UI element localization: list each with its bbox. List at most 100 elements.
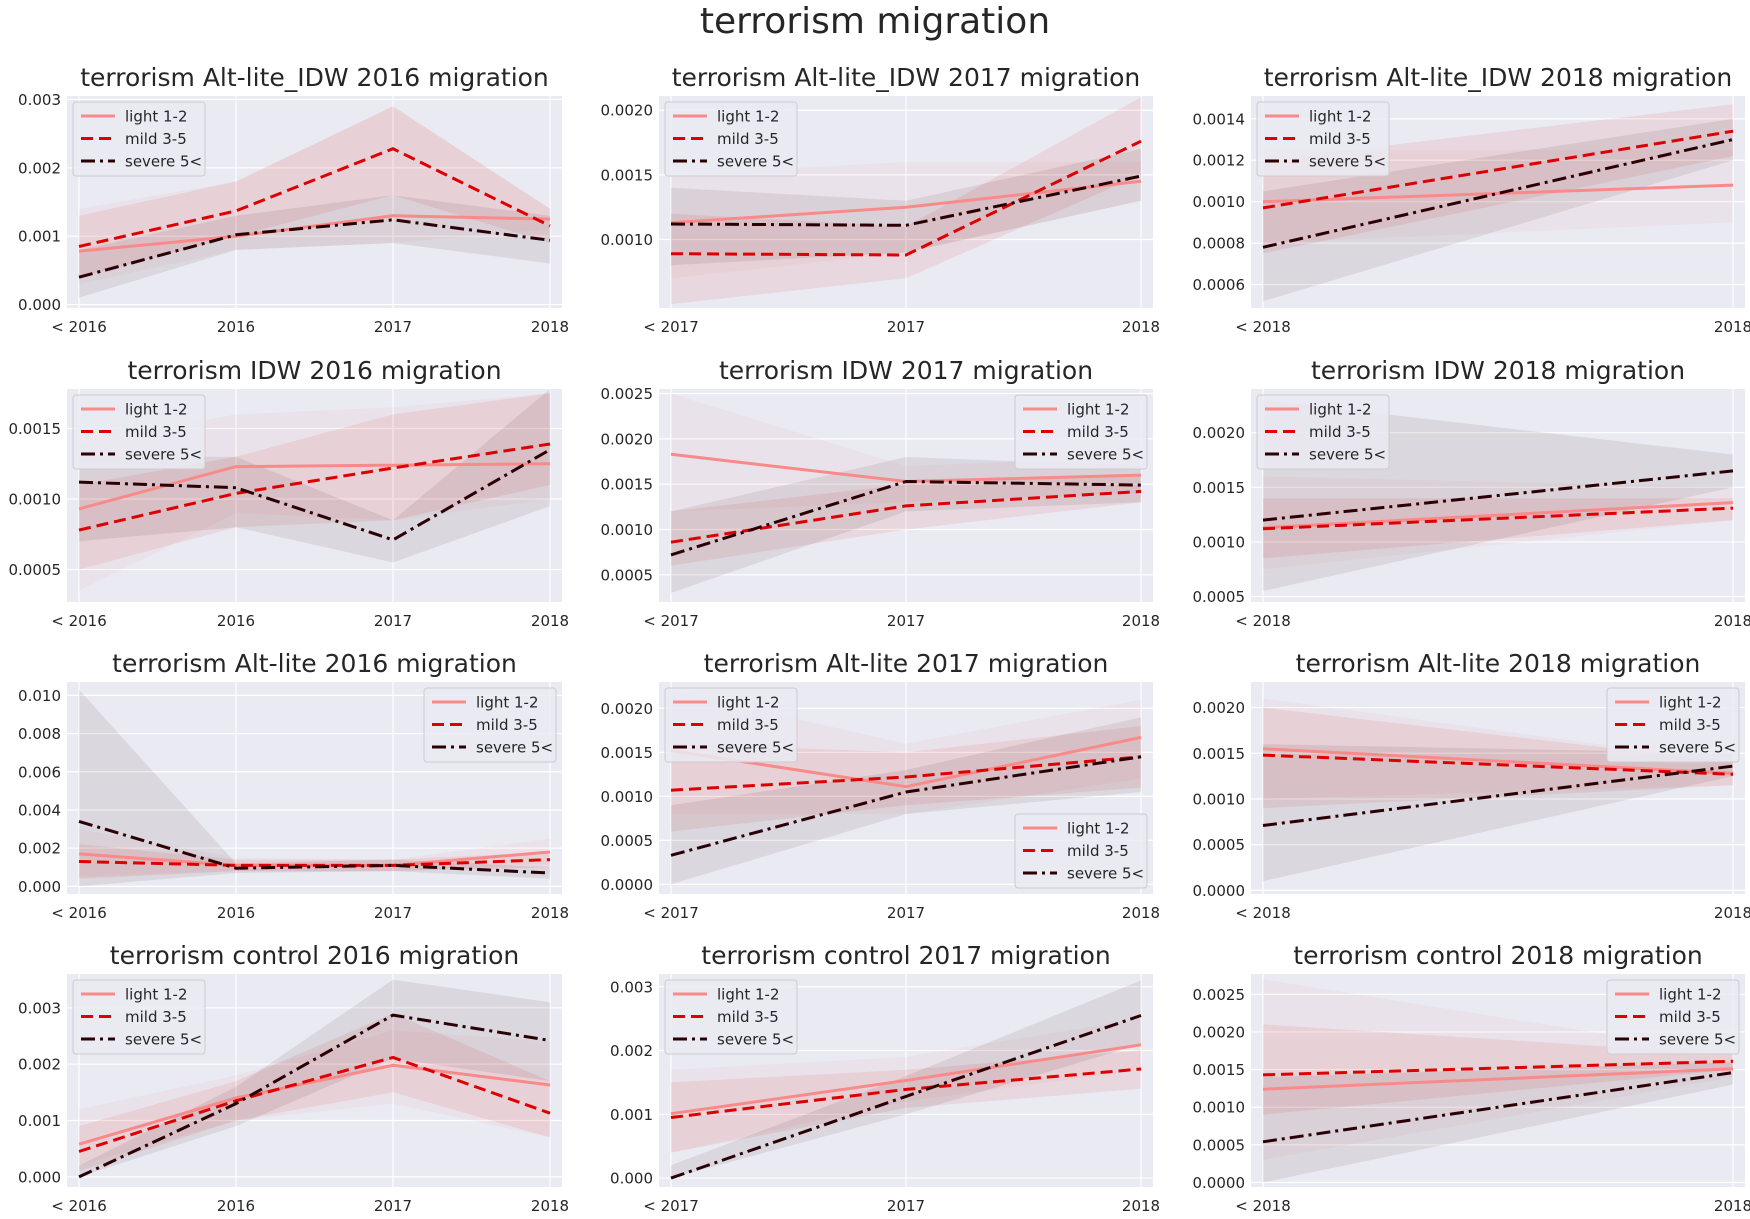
y-tick-label: 0.000 [18,1168,61,1186]
chart-panel-12: 0.0000 0.0005 0.0010 0.0015 0.0020 0.0025 < 20… [1193,941,1750,1215]
x-tick-label: 2018 [1714,1197,1750,1215]
y-tick-label: 0.0010 [601,788,654,806]
x-tick-label: 2017 [887,904,925,922]
y-tick-label: 0.006 [18,763,61,781]
panel-title: terrorism Alt-lite 2017 migration [704,649,1109,678]
legend-label-mild: mild 3-5 [476,716,538,734]
y-tick-label: 0.0000 [1193,882,1246,900]
y-tick-label: 0.0020 [601,102,654,120]
series-line-mild [78,147,551,248]
legend-secondary-label-light: light 1-2 [1067,820,1130,838]
confidence-band-severe [1263,1062,1733,1183]
panel-title: terrorism Alt-lite 2016 migration [112,649,517,678]
y-tick-label: 0.000 [18,296,61,314]
y-tick-label: 0.0015 [601,476,654,494]
y-tick-label: 0.0015 [601,166,654,184]
y-tick-label: 0.0010 [601,521,654,539]
legend-frame [72,394,206,470]
x-tick-label: < 2016 [51,904,107,922]
legend: light 1-2 mild 3-5 severe 5< [664,979,798,1055]
series-line-mild [78,1055,551,1153]
legend: light 1-2 mild 3-5 severe 5< [1606,687,1740,763]
x-tick-label: < 2018 [1235,1197,1291,1215]
series-line-mild [78,442,551,532]
y-tick-label: 0.0015 [9,420,62,438]
legend: light 1-2 mild 3-5 severe 5< [1606,979,1740,1055]
series-line-severe [1262,469,1734,522]
x-tick-label: 2018 [1122,904,1160,922]
chart-panel-3: 0.0006 0.0008 0.0010 0.0012 0.0014 < 2018 2018… [1193,63,1750,336]
legend-frame [664,979,798,1055]
series-line-mild [1262,1059,1734,1077]
confidence-band-mild [671,475,1141,566]
y-tick-label: 0.0005 [601,832,654,850]
x-tick-label: 2018 [1122,612,1160,630]
x-tick-label: 2018 [1714,904,1750,922]
y-tick-label: 0.0020 [601,700,654,718]
panel-title: terrorism IDW 2016 migration [127,356,501,385]
confidence-band-severe [671,457,1141,593]
y-tick-label: 0.002 [18,159,61,177]
legend-frame [1606,979,1740,1055]
x-tick-label: < 2017 [643,612,699,630]
y-tick-label: 0.003 [18,91,61,109]
chart-panel-10: 0.000 0.001 0.002 0.003 < 2016 2016 2017 2018 te… [18,941,569,1215]
series-line-mild [1262,506,1734,531]
legend-label-severe: severe 5< [1309,446,1386,464]
legend-label-severe: severe 5< [1659,1031,1736,1049]
chart-panel-7: 0.000 0.002 0.004 0.006 0.008 0.010 < 2016 2016… [18,649,569,922]
legend-label-light: light 1-2 [125,986,188,1004]
x-tick-label: 2018 [531,904,569,922]
panel-title: terrorism Alt-lite_IDW 2017 migration [672,63,1141,92]
x-tick-label: < 2016 [51,318,107,336]
series-line-severe [78,448,551,542]
y-tick-label: 0.003 [610,978,653,996]
y-tick-label: 0.003 [18,999,61,1017]
y-tick-label: 0.0006 [1193,276,1246,294]
legend-label-severe: severe 5< [125,446,202,464]
y-tick-label: 0.0020 [1193,1023,1246,1041]
x-tick-label: 2018 [1714,318,1750,336]
y-tick-label: 0.0005 [9,561,62,579]
y-tick-label: 0.0005 [1193,1136,1246,1154]
chart-panel-4: 0.0005 0.0010 0.0015 < 2016 2016 2017 2018 terr… [9,356,570,630]
confidence-band-mild [671,97,1141,305]
legend-label-mild: mild 3-5 [1659,1008,1721,1026]
y-tick-label: 0.002 [18,840,61,858]
x-tick-label: 2017 [887,612,925,630]
confidence-band-mild [1263,707,1733,809]
confidence-band-mild [1263,104,1733,254]
legend-label-light: light 1-2 [717,986,780,1004]
y-tick-label: 0.0010 [601,231,654,249]
y-tick-label: 0.001 [18,1112,61,1130]
panel-title: terrorism Alt-lite_IDW 2016 migration [80,63,549,92]
x-tick-label: 2016 [217,318,255,336]
confidence-band-severe [79,979,550,1177]
legend-label-light: light 1-2 [717,108,780,126]
x-tick-label: 2016 [217,1197,255,1215]
figure-title: terrorism migration [699,1,1051,42]
confidence-band-severe [671,717,1141,885]
x-tick-label: 2017 [374,318,412,336]
legend-label-severe: severe 5< [476,739,553,757]
legend: light 1-2 mild 3-5 severe 5< [664,101,798,177]
y-tick-label: 0.0010 [1193,1099,1246,1117]
legend-label-light: light 1-2 [1659,986,1722,1004]
legend-frame [423,687,557,763]
y-tick-label: 0.0010 [9,491,62,509]
y-tick-label: 0.0012 [1193,152,1246,170]
legend-secondary-label-severe: severe 5< [1067,865,1144,883]
legend-label-severe: severe 5< [717,153,794,171]
panel-title: terrorism Alt-lite 2018 migration [1296,649,1701,678]
series-line-mild [78,858,551,867]
x-tick-label: 2016 [217,612,255,630]
x-tick-label: 2018 [531,318,569,336]
legend-label-severe: severe 5< [125,1031,202,1049]
legend-secondary-label-mild: mild 3-5 [1067,842,1129,860]
series-line-severe [670,480,1142,557]
chart-panel-9: 0.0000 0.0005 0.0010 0.0015 0.0020 < 2018 2018… [1193,649,1750,922]
y-tick-label: 0.002 [610,1042,653,1060]
y-tick-label: 0.002 [18,1056,61,1074]
legend-label-mild: mild 3-5 [717,716,779,734]
series-line-severe [670,755,1142,857]
